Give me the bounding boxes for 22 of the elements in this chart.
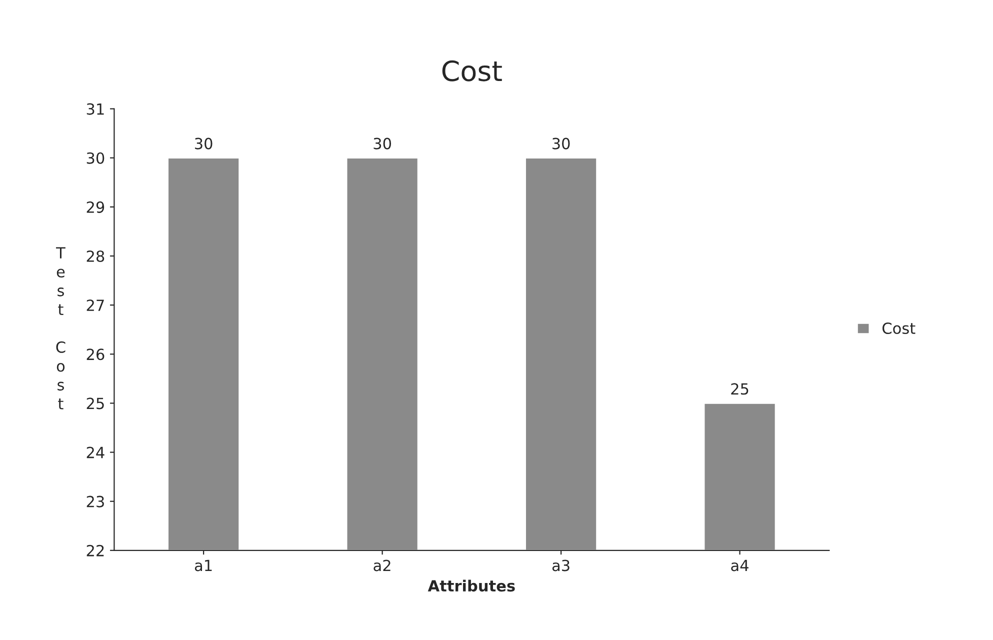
x-tick-label: a2 — [374, 560, 390, 572]
y-tick-label: 26 — [86, 348, 104, 360]
x-tick-label: a1 — [194, 560, 212, 572]
x-tick-label: a3 — [552, 560, 570, 572]
data-label: 25 — [731, 383, 748, 395]
y-tick-label: 29 — [86, 201, 104, 213]
y-tick-label: 27 — [86, 300, 104, 311]
y-tick-label: 30 — [86, 152, 104, 164]
x-axis-title: Attributes — [428, 580, 515, 592]
y-tick-label: 28 — [86, 250, 104, 262]
y-tick-label: 23 — [86, 496, 104, 508]
data-label: 30 — [552, 138, 570, 150]
y-tick-label: 22 — [86, 544, 104, 556]
legend-label: Cost — [882, 322, 916, 334]
data-label: 30 — [374, 138, 392, 150]
y-tick-label: 24 — [86, 446, 104, 458]
text: Test Cost — [56, 247, 66, 410]
data-label: 30 — [195, 138, 212, 150]
y-tick-label: 31 — [86, 103, 104, 115]
y-tick-label: 25 — [86, 398, 104, 410]
x-tick-label: a4 — [731, 560, 748, 572]
chart-title: Cost — [442, 60, 502, 82]
